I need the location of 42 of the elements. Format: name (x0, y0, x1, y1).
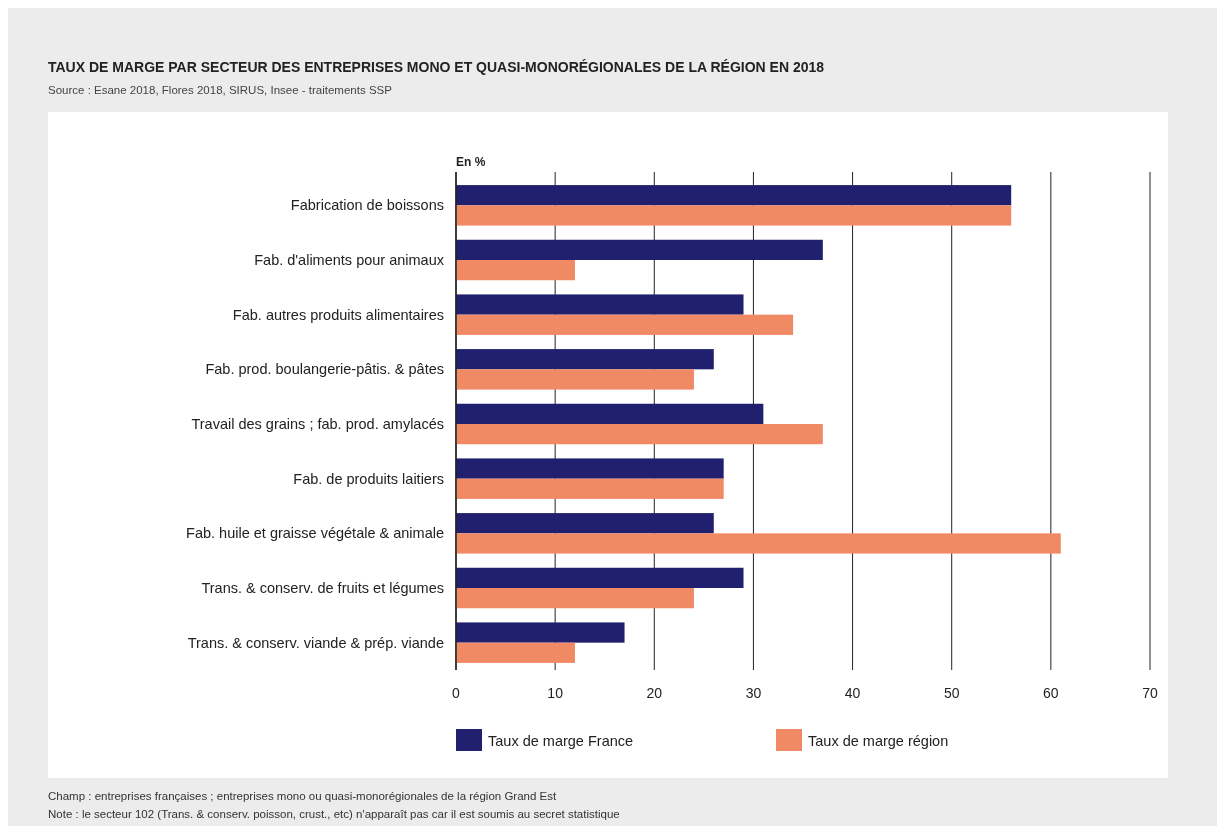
bar (456, 185, 1012, 206)
bar (456, 567, 744, 588)
bar (456, 205, 1012, 226)
y-tick-label: Travail des grains ; fab. prod. amylacés (191, 416, 444, 432)
y-tick-label: Trans. & conserv. viande & prép. viande (187, 634, 444, 651)
chart-title: TAUX DE MARGE PAR SECTEUR DES ENTREPRISES MONO ET QUASI-MONORÉGIONALES DE LA RÉGION EN 2018 (48, 59, 825, 75)
bar (456, 622, 625, 643)
legend-label: Taux de marge France (488, 733, 634, 749)
bar (456, 403, 764, 424)
x-tick-label: 60 (1043, 685, 1059, 701)
x-axis-title: En % (456, 155, 486, 169)
bar (456, 314, 794, 335)
text: Note : le secteur 102 (Trans. & conserv. poisson, crust., etc) n'apparaît pas car il est soumis au secret statistique (48, 808, 620, 820)
y-tick-label: Fab. d'aliments pour animaux (254, 252, 445, 268)
y-tick-label: Fab. prod. boulangerie-pâtis. & pâtes (205, 361, 444, 378)
bar (456, 642, 575, 663)
y-tick-label: Fab. de produits laitiers (293, 470, 444, 487)
bar (456, 369, 694, 390)
x-tick-label: 70 (1142, 685, 1158, 701)
bar (456, 478, 724, 499)
bar (456, 239, 823, 260)
text: Champ : entreprises françaises ; entreprises mono ou quasi-monorégionales de la région Grand Est (48, 790, 557, 802)
bar (456, 294, 744, 315)
bar (456, 458, 724, 479)
x-tick-label: 10 (547, 685, 564, 701)
y-tick-label: Fab. huile et graisse végétale & animale (186, 525, 444, 542)
x-tick-label: 40 (844, 685, 861, 701)
legend-label: Taux de marge région (808, 733, 949, 749)
x-tick-label: 30 (745, 685, 762, 701)
y-tick-label: Trans. & conserv. de fruits et légumes (201, 580, 444, 596)
bar (456, 349, 714, 370)
text: Source : Esane 2018, Flores 2018, SIRUS, Insee - traitements SSP (48, 84, 393, 96)
x-tick-label: 0 (452, 685, 461, 701)
bar (456, 533, 1061, 554)
bar (456, 260, 575, 281)
x-tick-label: 50 (943, 685, 960, 701)
bar (456, 513, 714, 534)
y-tick-label: Fabrication de boissons (290, 197, 444, 214)
x-tick-label: 20 (646, 685, 663, 701)
bar (456, 424, 823, 445)
y-tick-label: Fab. autres produits alimentaires (232, 306, 444, 323)
bar (456, 588, 694, 609)
